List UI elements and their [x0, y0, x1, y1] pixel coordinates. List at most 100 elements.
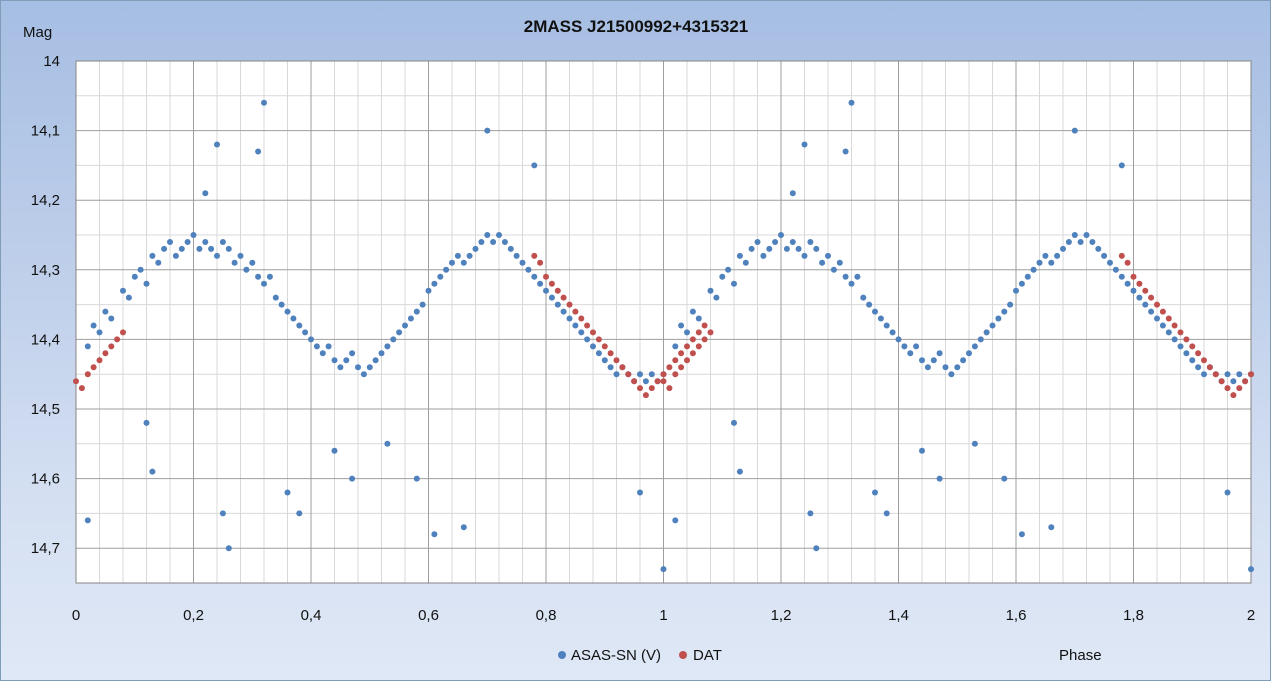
data-point — [537, 259, 544, 266]
data-point — [490, 239, 497, 245]
x-tick-label: 0,2 — [183, 607, 204, 624]
data-point — [108, 315, 115, 322]
data-point — [719, 273, 726, 280]
data-point — [337, 364, 344, 371]
data-point — [1142, 301, 1149, 308]
data-point — [854, 273, 861, 280]
data-point — [866, 301, 873, 308]
data-point — [983, 329, 990, 336]
data-point — [384, 440, 391, 447]
data-point — [848, 280, 855, 287]
data-point — [531, 273, 538, 280]
data-point — [1189, 357, 1196, 364]
legend-label-asas-sn: ASAS-SN (V) — [571, 647, 661, 664]
data-point — [578, 315, 585, 322]
data-point — [572, 308, 579, 315]
data-point — [825, 252, 831, 259]
data-point — [1124, 259, 1131, 266]
data-point — [1048, 259, 1055, 266]
data-point — [736, 468, 743, 475]
data-point — [313, 343, 320, 350]
data-point — [1171, 336, 1178, 343]
data-point — [78, 385, 85, 392]
data-point — [660, 371, 667, 378]
data-point — [872, 489, 878, 496]
data-point — [349, 350, 356, 357]
data-point — [1089, 239, 1096, 245]
data-point — [167, 239, 173, 245]
data-point — [1048, 524, 1055, 531]
data-point — [214, 252, 220, 259]
minor-gridlines — [76, 61, 1251, 583]
data-point — [1248, 371, 1254, 378]
data-point — [1060, 245, 1066, 252]
y-axis-label: Mag — [23, 24, 52, 41]
data-point — [1177, 343, 1184, 350]
data-point — [1118, 162, 1125, 169]
data-point — [1242, 378, 1249, 385]
x-tick-label: 1,2 — [771, 607, 792, 624]
data-point — [1165, 315, 1172, 322]
data-point — [1018, 280, 1025, 287]
data-point — [266, 273, 273, 280]
data-point — [525, 266, 532, 273]
data-point — [460, 259, 467, 266]
data-point — [190, 232, 197, 238]
data-point — [1165, 329, 1172, 336]
data-point — [672, 517, 679, 524]
data-point — [778, 232, 784, 238]
x-axis-label: Phase — [1059, 647, 1102, 664]
data-point — [478, 239, 485, 245]
data-point — [1230, 378, 1237, 385]
data-point — [807, 510, 814, 517]
data-point — [1136, 280, 1143, 287]
data-point — [1054, 252, 1061, 259]
data-point — [836, 259, 843, 266]
x-tick-label: 2 — [1247, 607, 1255, 624]
data-point — [548, 294, 555, 301]
data-point — [543, 287, 549, 294]
data-point — [149, 252, 156, 259]
data-point — [813, 245, 820, 252]
data-point — [607, 350, 614, 357]
data-point — [1201, 357, 1207, 364]
data-point — [613, 357, 620, 364]
data-point — [971, 343, 978, 350]
data-point — [930, 357, 937, 364]
data-point — [601, 357, 608, 364]
x-tick-label: 1,8 — [1123, 607, 1144, 624]
legend: ASAS-SN (V) DAT — [558, 647, 722, 664]
data-point — [695, 343, 702, 350]
data-point — [261, 99, 267, 106]
data-point — [84, 343, 91, 350]
data-point — [642, 392, 649, 399]
data-point — [331, 447, 338, 454]
data-point — [90, 364, 97, 371]
data-point — [413, 475, 420, 482]
data-point — [343, 357, 350, 364]
data-point — [1183, 336, 1190, 343]
x-tick-label: 0,4 — [301, 607, 322, 624]
data-point — [572, 322, 579, 329]
data-point — [360, 371, 367, 378]
x-tick-label: 1,4 — [888, 607, 909, 624]
data-point — [654, 378, 661, 385]
data-point — [125, 294, 132, 301]
y-tick-label: 14,7 — [31, 540, 60, 557]
data-point — [672, 357, 679, 364]
data-point — [537, 280, 544, 287]
data-point — [842, 148, 849, 155]
data-point — [284, 489, 291, 496]
data-point — [566, 301, 573, 308]
chart-title: 2MASS J21500992+4315321 — [524, 17, 749, 36]
data-point — [995, 315, 1002, 322]
data-point — [907, 350, 914, 357]
data-point — [366, 364, 373, 371]
data-point — [1101, 252, 1108, 259]
data-point — [531, 252, 538, 259]
data-point — [660, 566, 667, 573]
data-point — [1136, 294, 1143, 301]
data-point — [1212, 371, 1219, 378]
data-point — [1171, 322, 1178, 329]
data-point — [1001, 475, 1008, 482]
